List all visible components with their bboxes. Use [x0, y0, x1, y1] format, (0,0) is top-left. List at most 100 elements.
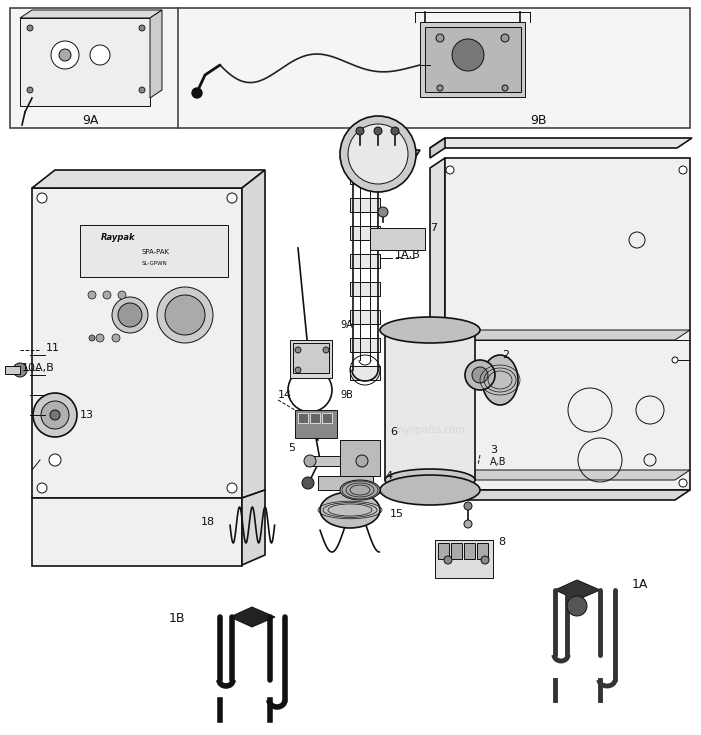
Polygon shape — [430, 138, 445, 158]
Bar — [350, 282, 380, 296]
Polygon shape — [242, 490, 265, 565]
Bar — [306, 456, 366, 466]
Text: 4: 4 — [385, 471, 392, 481]
Circle shape — [41, 401, 69, 429]
Circle shape — [59, 49, 71, 61]
Bar — [295, 410, 337, 438]
Bar — [350, 310, 380, 324]
Polygon shape — [430, 470, 690, 480]
Circle shape — [465, 360, 495, 390]
Bar — [350, 338, 380, 352]
Bar — [290, 340, 332, 378]
Polygon shape — [20, 10, 162, 18]
Circle shape — [13, 363, 27, 377]
Circle shape — [323, 347, 329, 353]
Ellipse shape — [385, 469, 475, 491]
Text: 18: 18 — [201, 517, 215, 527]
Polygon shape — [430, 138, 692, 148]
Polygon shape — [150, 10, 162, 98]
Circle shape — [50, 410, 60, 420]
Circle shape — [27, 25, 33, 31]
Text: Raypak: Raypak — [101, 232, 135, 242]
Text: 6: 6 — [390, 427, 397, 437]
Polygon shape — [430, 490, 690, 500]
Bar — [32, 498, 242, 566]
Circle shape — [391, 127, 399, 135]
Bar — [5, 366, 20, 374]
Ellipse shape — [340, 480, 380, 500]
Bar — [350, 226, 380, 240]
Text: 3: 3 — [490, 445, 497, 455]
Circle shape — [51, 41, 79, 69]
Polygon shape — [242, 170, 265, 498]
Bar — [385, 330, 475, 480]
Text: 7: 7 — [430, 223, 437, 233]
Circle shape — [49, 454, 61, 466]
Text: inyoparts.com: inyoparts.com — [395, 425, 465, 435]
Circle shape — [112, 334, 120, 342]
Circle shape — [139, 87, 145, 93]
Ellipse shape — [385, 319, 475, 341]
Circle shape — [481, 556, 489, 564]
Circle shape — [444, 556, 452, 564]
Circle shape — [356, 455, 368, 467]
Circle shape — [227, 193, 237, 203]
Bar — [464, 543, 475, 559]
Circle shape — [227, 483, 237, 493]
Ellipse shape — [380, 475, 480, 505]
Circle shape — [139, 25, 145, 31]
Polygon shape — [555, 580, 600, 600]
Bar — [438, 543, 449, 559]
Circle shape — [679, 479, 687, 487]
Circle shape — [464, 520, 472, 528]
Circle shape — [436, 34, 444, 42]
Bar — [350, 170, 380, 184]
Bar — [420, 22, 525, 97]
Text: 9B: 9B — [340, 390, 353, 400]
Circle shape — [33, 393, 77, 437]
Bar — [350, 366, 380, 380]
Text: 13: 13 — [80, 410, 94, 420]
Bar — [20, 18, 150, 106]
Circle shape — [118, 291, 126, 299]
Text: 2: 2 — [502, 350, 509, 360]
Bar — [80, 225, 228, 277]
Bar — [318, 476, 373, 490]
Bar — [310, 413, 320, 423]
Text: 8: 8 — [498, 537, 505, 547]
Polygon shape — [32, 170, 265, 188]
Text: 15: 15 — [390, 509, 404, 519]
Circle shape — [295, 367, 301, 373]
Circle shape — [672, 357, 678, 363]
Circle shape — [295, 347, 301, 353]
Circle shape — [437, 85, 443, 91]
Text: 11: 11 — [46, 343, 60, 353]
Circle shape — [356, 127, 364, 135]
Circle shape — [446, 479, 454, 487]
Circle shape — [502, 85, 508, 91]
Ellipse shape — [380, 317, 480, 343]
Circle shape — [89, 335, 95, 341]
Text: SL-GPWN: SL-GPWN — [142, 260, 168, 265]
Circle shape — [340, 116, 416, 192]
Circle shape — [88, 291, 96, 299]
Circle shape — [446, 166, 454, 174]
Text: 9B: 9B — [530, 113, 547, 126]
Text: 10A,B: 10A,B — [22, 363, 55, 373]
Bar — [435, 540, 493, 578]
Bar — [425, 27, 521, 92]
Text: 5: 5 — [288, 443, 295, 453]
Ellipse shape — [482, 355, 518, 405]
Circle shape — [96, 334, 104, 342]
Circle shape — [118, 303, 142, 327]
Text: 9A: 9A — [82, 113, 98, 126]
Bar — [451, 543, 462, 559]
Circle shape — [90, 45, 110, 65]
Bar — [293, 343, 329, 373]
Circle shape — [472, 367, 488, 383]
Bar — [340, 440, 380, 476]
Circle shape — [37, 483, 47, 493]
Circle shape — [464, 502, 472, 510]
Polygon shape — [230, 607, 275, 627]
Bar — [445, 158, 690, 490]
